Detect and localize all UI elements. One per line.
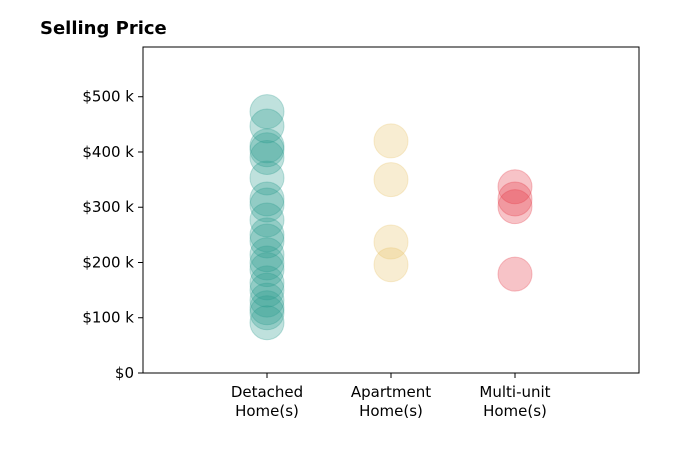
point [249,265,285,301]
point [249,223,285,259]
point [497,169,533,205]
point [497,256,533,292]
point [249,160,285,196]
point [249,295,285,331]
y-tick-label: $400 k [82,143,134,161]
point [373,123,409,159]
y-tick-label: $100 k [82,309,134,327]
point [249,108,285,144]
point [249,237,285,273]
y-tick-label: $500 k [82,88,134,106]
point [249,217,285,253]
y-tick-label: $0 [115,364,134,382]
point [249,132,285,168]
point [249,187,285,223]
x-tick-label: Apartment Home(s) [351,383,431,420]
point [249,94,285,130]
plot-frame [142,46,640,374]
point [249,305,285,341]
point [249,272,285,308]
point [249,140,285,176]
point [497,189,533,225]
point [373,247,409,283]
chart-title: Selling Price [40,18,167,39]
point [249,202,285,238]
point [497,181,533,217]
point [249,252,285,288]
point [249,290,285,326]
x-tick-label: Detached Home(s) [231,383,303,420]
y-tick-label: $300 k [82,198,134,216]
x-tick-label: Multi-unit Home(s) [479,383,550,420]
point [373,162,409,198]
y-tick-label: $200 k [82,253,134,271]
point [249,128,285,164]
point [373,224,409,260]
point [249,181,285,217]
point [249,282,285,318]
point [249,245,285,281]
